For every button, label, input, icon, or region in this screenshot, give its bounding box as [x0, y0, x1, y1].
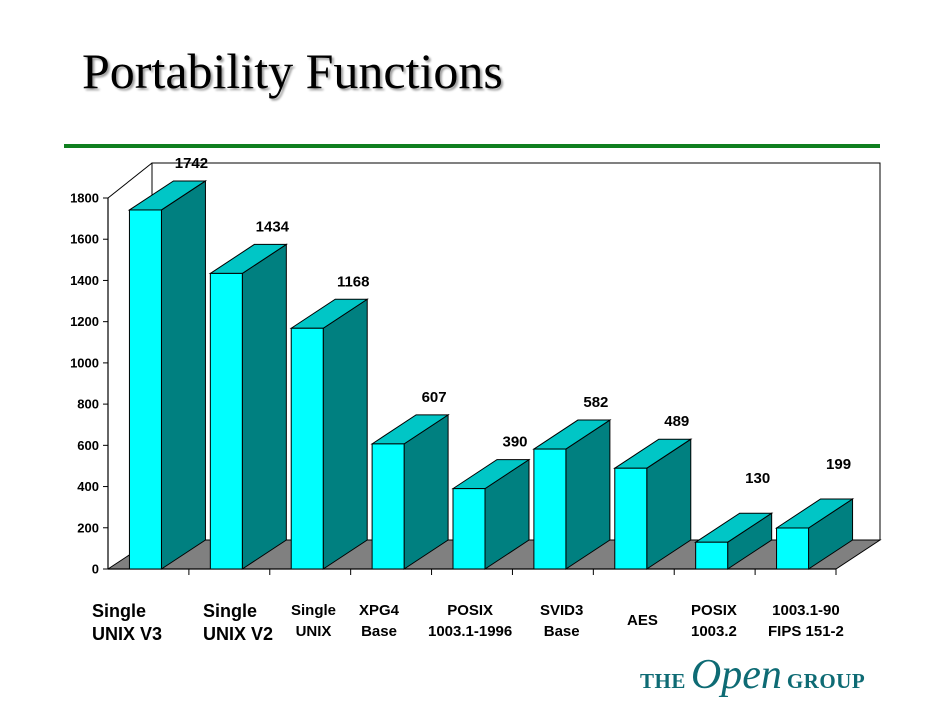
title-divider [64, 144, 880, 148]
bar [532, 419, 612, 570]
bar-front [695, 541, 729, 570]
bar-value-label: 582 [583, 394, 608, 411]
bar-value-label: 1742 [175, 155, 208, 172]
y-tick-label: 400 [77, 479, 99, 494]
bar-front [533, 448, 567, 570]
y-tick-label: 200 [77, 520, 99, 535]
bar-value-label: 199 [826, 456, 851, 473]
x-category-label: XPG4 Base [359, 602, 400, 640]
y-tick-label: 1400 [70, 273, 99, 288]
y-tick-label: 800 [77, 397, 99, 412]
bar-front [776, 527, 810, 570]
x-category-label: Single UNIX V3 [92, 601, 163, 644]
bar-front [371, 443, 405, 570]
y-tick-label: 1000 [70, 355, 99, 370]
x-category-label: Single UNIX [291, 602, 337, 640]
bar-front [128, 209, 162, 570]
bar-side [322, 298, 368, 570]
x-category-label: SVID3 Base [540, 602, 584, 640]
y-tick-label: 0 [92, 562, 99, 577]
bar [774, 498, 855, 570]
bar [289, 298, 369, 570]
logo-word-the: THE [640, 669, 686, 693]
x-category-label: 1003.1-90 FIPS 151-2 [768, 602, 844, 640]
bar-value-label: 489 [664, 413, 689, 430]
bar-value-label: 1168 [337, 273, 370, 290]
bar-value-label: 1434 [256, 218, 290, 235]
bar-side [160, 180, 206, 570]
x-category-label: POSIX 1003.1-1996 [428, 602, 513, 640]
y-tick-label: 1200 [70, 314, 99, 329]
bar-value-label: 390 [502, 434, 527, 451]
bar [370, 413, 450, 570]
open-group-logo: THE Open GROUP [640, 652, 866, 705]
bar [127, 180, 208, 570]
chart-side-edge [107, 162, 153, 199]
bar-front [290, 327, 324, 570]
bar-front [614, 467, 648, 570]
x-category-label: POSIX 1003.2 [691, 602, 737, 640]
x-category-label: Single UNIX V2 [203, 601, 274, 644]
y-tick-label: 1600 [70, 232, 99, 247]
bar [693, 512, 774, 570]
logo-word-open: Open [690, 652, 782, 698]
y-tick-label: 1800 [70, 191, 99, 206]
bar [451, 458, 531, 570]
slide-title: Portability Functions [82, 43, 503, 99]
x-category-label: AES [627, 612, 658, 629]
y-tick-label: 600 [77, 438, 99, 453]
bar-side [241, 243, 287, 570]
bar [613, 438, 693, 570]
bar-front [452, 488, 486, 570]
bar-value-label: 130 [745, 470, 770, 487]
bar [208, 243, 289, 570]
bar-value-label: 607 [422, 389, 447, 406]
bar-front [209, 272, 243, 570]
logo-word-group: GROUP [786, 669, 866, 693]
